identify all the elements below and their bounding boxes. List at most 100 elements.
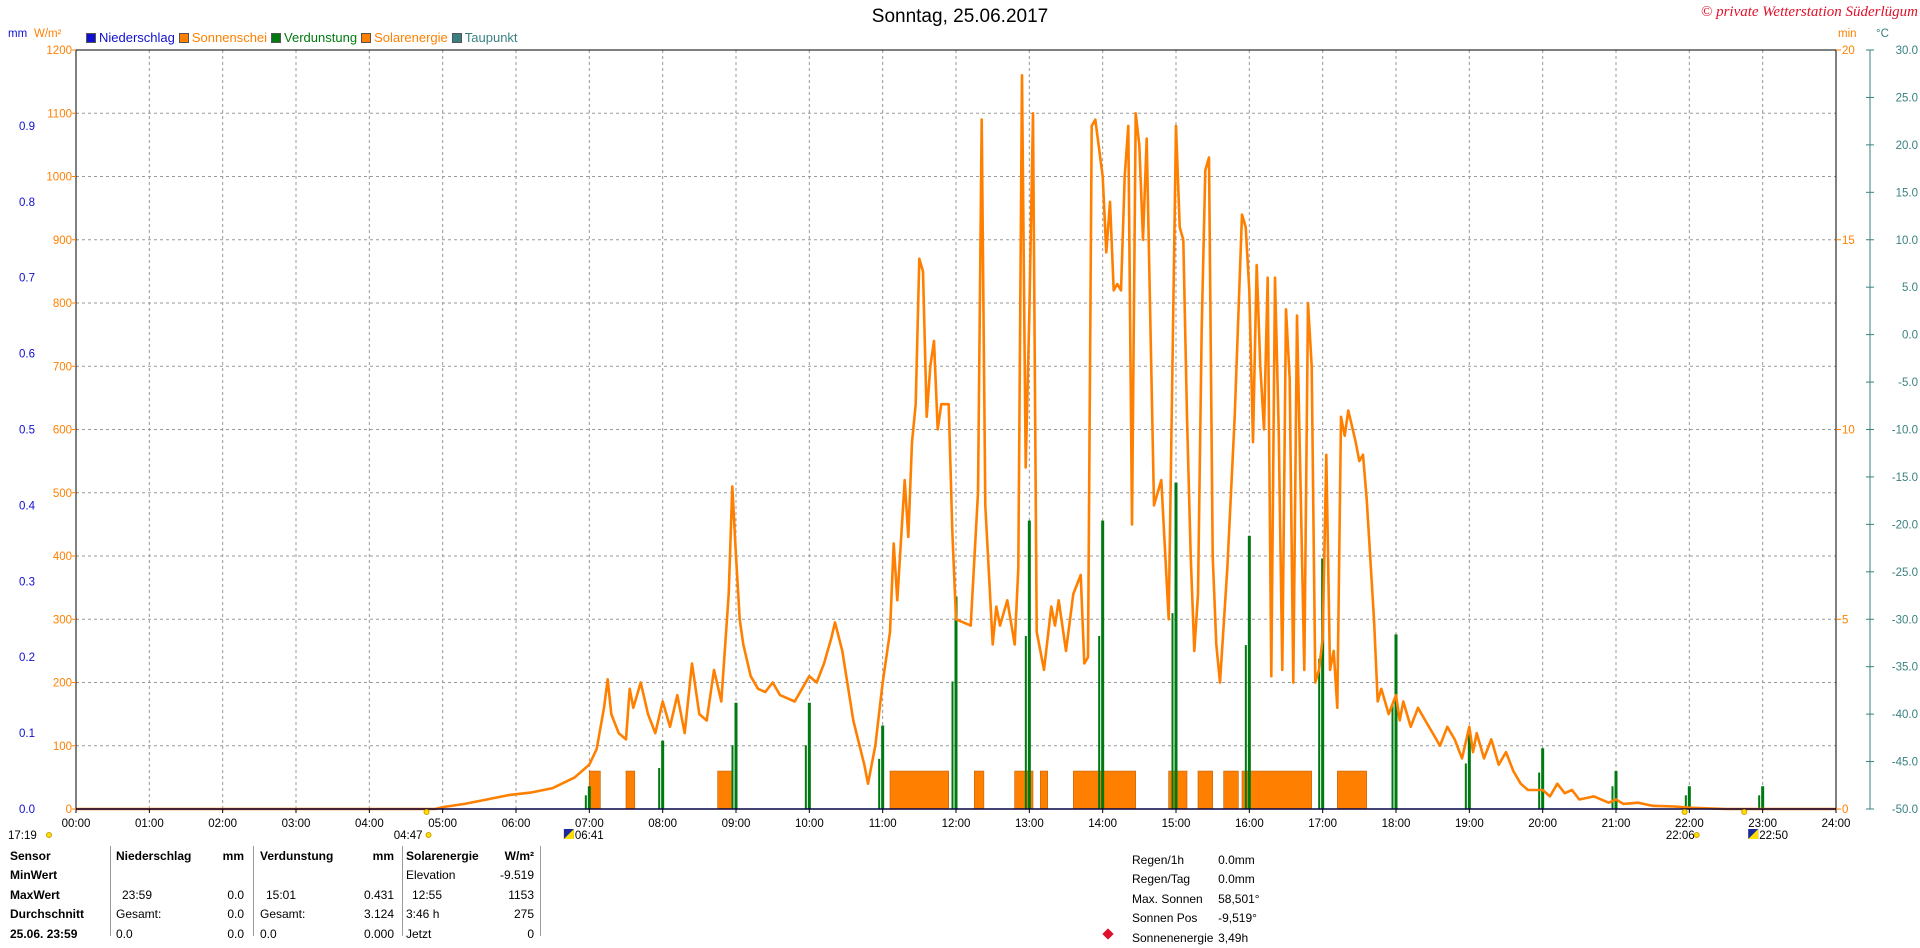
twilight-icon — [563, 829, 574, 839]
celsius-tick-label: 10.0 — [1896, 235, 1918, 247]
twilight-label: 06:41 — [575, 830, 604, 842]
stats-label: 25.06. 23:59 — [10, 926, 78, 941]
evaporation-spike — [1467, 733, 1471, 809]
mm-tick-label: 0.1 — [19, 728, 35, 740]
celsius-tick-label: -25.0 — [1892, 567, 1918, 579]
sunshine-bar — [1168, 770, 1188, 810]
evaporation-spike — [1611, 786, 1614, 809]
evaporation-spike — [734, 702, 738, 809]
solar-energy-series — [76, 74, 1836, 811]
stats-cell — [116, 866, 216, 886]
sunshine-bar — [1197, 770, 1213, 810]
stats-right-label: Regen/Tag — [1132, 872, 1191, 887]
wm2-tick-label: 1200 — [46, 45, 72, 57]
sun-position-icon — [1102, 928, 1114, 940]
wm2-tick-label: 200 — [53, 678, 72, 690]
evaporation-spike — [1684, 795, 1687, 809]
x-tick-label: 05:00 — [428, 818, 457, 830]
evaporation-spike — [1244, 645, 1247, 809]
wm2-tick-label: 600 — [53, 425, 72, 437]
unit-mm-left: mm — [8, 28, 28, 40]
celsius-tick-label: -40.0 — [1892, 709, 1918, 721]
sunshine-bar — [1223, 770, 1239, 810]
celsius-tick-label: -10.0 — [1892, 425, 1918, 437]
wm2-tick-label: 500 — [53, 488, 72, 500]
stats-label: Durchschnitt — [10, 907, 85, 922]
twilight-icon — [1748, 829, 1759, 839]
stats-cell: 15:01 — [266, 887, 297, 902]
legend-label-verdunstung: Verdunstung — [284, 30, 358, 45]
stats-right-value: 0.0mm — [1218, 872, 1255, 887]
legend-swatch-solarenergie — [361, 32, 372, 43]
min-tick-label: 15 — [1842, 235, 1855, 247]
x-tick-label: 04:00 — [355, 818, 384, 830]
wm2-tick-label: 700 — [53, 361, 72, 373]
stats-right-label: Max. Sonnen — [1132, 891, 1203, 906]
x-tick-label: 10:00 — [795, 818, 824, 830]
wm2-tick-label: 100 — [53, 741, 72, 753]
x-tick-label: 23:00 — [1748, 818, 1777, 830]
evaporation-spike — [1318, 658, 1321, 809]
wm2-tick-label: 800 — [53, 298, 72, 310]
x-tick-label: 00:00 — [62, 818, 91, 830]
evaporation-spike — [1247, 535, 1251, 809]
celsius-tick-label: 0.0 — [1902, 330, 1918, 342]
sunshine-bar — [717, 770, 733, 810]
stats-cell: 1153 — [508, 887, 534, 902]
unit-wm2-left: W/m² — [34, 28, 62, 40]
stats-header: Solarenergie — [406, 848, 479, 863]
x-tick-label: 17:00 — [1308, 818, 1337, 830]
stats-cell: 3.124 — [363, 907, 394, 922]
evaporation-spike — [1391, 704, 1394, 809]
evaporation-spike — [584, 795, 587, 809]
evaporation-spike — [1758, 795, 1761, 809]
stats-cell: -9.519 — [499, 868, 534, 883]
evaporation-spike — [878, 758, 881, 809]
evaporation-spike — [661, 740, 665, 809]
evaporation-spike — [804, 745, 807, 809]
stats-right-label: Regen/1h — [1132, 852, 1185, 867]
sunset-label: 22:06 — [1666, 830, 1695, 842]
stats-header: Niederschlag — [116, 848, 192, 863]
sunshine-bar — [1337, 770, 1367, 810]
x-tick-label: 22:00 — [1675, 818, 1704, 830]
mm-tick-label: 0.7 — [19, 273, 35, 285]
legend-label-taupunkt: Taupunkt — [464, 30, 518, 45]
mm-tick-label: 0.3 — [19, 576, 35, 588]
chart-title: Sonntag, 25.06.2017 — [871, 6, 1049, 27]
celsius-tick-label: -35.0 — [1892, 662, 1918, 674]
legend-item-sonnenschein: Sonnenschei — [178, 30, 267, 45]
dusk-label: 22:50 — [1759, 830, 1788, 842]
stats-right-label: Sonnen Pos — [1132, 911, 1198, 926]
sunshine-bar — [1040, 770, 1048, 810]
legend: Niederschlag Sonnenschei Verdunstung Sol… — [86, 30, 522, 45]
min-tick-label: 20 — [1842, 45, 1855, 57]
evaporation-spike — [658, 768, 661, 809]
celsius-tick-label: 5.0 — [1902, 282, 1918, 294]
stats-unit: mm — [372, 848, 394, 863]
legend-swatch-verdunstung — [271, 32, 282, 43]
legend-swatch-taupunkt — [451, 32, 462, 43]
evaporation-spike — [954, 596, 958, 809]
mm-tick-label: 0.0 — [19, 804, 35, 816]
sun-marker-icon — [46, 832, 52, 838]
legend-swatch-niederschlag — [86, 32, 96, 43]
stats-cell — [355, 866, 394, 886]
x-tick-label: 21:00 — [1602, 818, 1631, 830]
stats-cell: 0.431 — [363, 887, 394, 902]
celsius-tick-label: -30.0 — [1892, 614, 1918, 626]
mm-tick-label: 0.4 — [19, 500, 36, 512]
stats-cell: 3:46 h — [406, 907, 440, 922]
x-tick-label: 20:00 — [1528, 818, 1557, 830]
stats-cell: Gesamt: — [116, 907, 162, 922]
wm2-tick-label: 900 — [53, 235, 72, 247]
stats-separator — [540, 846, 541, 936]
sunshine-bar — [1241, 770, 1312, 810]
evaporation-spike — [1174, 482, 1178, 809]
stats-right-label: Sonnenenergie — [1132, 930, 1214, 945]
stats-cell — [216, 866, 244, 886]
x-tick-label: 08:00 — [648, 818, 677, 830]
stats-cell: Jetzt — [406, 926, 432, 941]
min-tick-label: 0 — [1842, 804, 1848, 816]
mm-tick-label: 0.2 — [19, 652, 35, 664]
